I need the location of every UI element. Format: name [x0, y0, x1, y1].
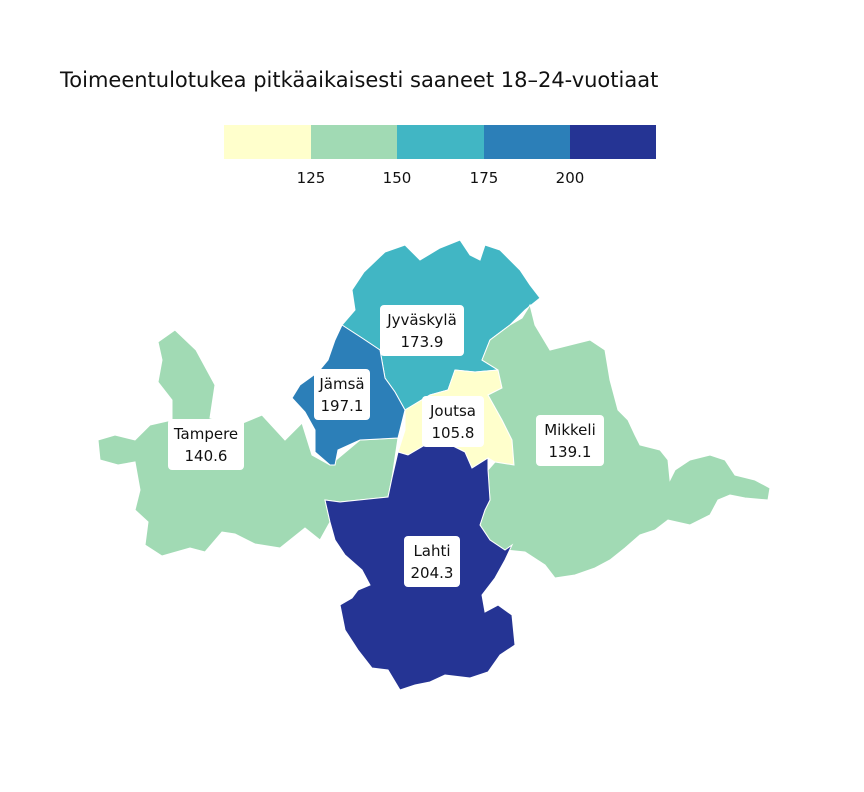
region-value-tampere: 140.6: [185, 447, 228, 465]
label-jyvaskyla: Jyväskylä 173.9: [380, 305, 464, 356]
region-name-jamsa: Jämsä: [318, 375, 364, 393]
region-name-joutsa: Joutsa: [429, 402, 476, 420]
region-labels: Jyväskylä 173.9 Jämsä 197.1 Joutsa 105.8…: [168, 305, 604, 587]
label-box-joutsa: [422, 396, 484, 447]
region-value-mikkeli: 139.1: [549, 443, 592, 461]
region-tampere[interactable]: [97, 329, 399, 557]
label-tampere: Tampere 140.6: [168, 419, 244, 470]
region-value-joutsa: 105.8: [432, 424, 475, 442]
legend-bin-4: [570, 125, 656, 159]
legend-bin-2: [397, 125, 484, 159]
label-jamsa: Jämsä 197.1: [314, 369, 370, 420]
region-name-mikkeli: Mikkeli: [544, 421, 596, 439]
legend-tick-2: 175: [470, 169, 499, 187]
label-box-mikkeli: [536, 415, 604, 466]
label-box-lahti: [404, 536, 460, 587]
region-value-jyvaskyla: 173.9: [401, 333, 444, 351]
legend-bin-1: [311, 125, 397, 159]
legend-tick-1: 150: [383, 169, 412, 187]
label-box-jamsa: [314, 369, 370, 420]
region-name-lahti: Lahti: [413, 542, 450, 560]
label-lahti: Lahti 204.3: [404, 536, 460, 587]
map-title: Toimeentulotukea pitkäaikaisesti saaneet…: [60, 68, 659, 92]
color-legend: 125 150 175 200: [224, 125, 656, 187]
region-name-tampere: Tampere: [173, 425, 238, 443]
label-box-jyvaskyla: [380, 305, 464, 356]
region-name-jyvaskyla: Jyväskylä: [386, 311, 457, 329]
region-value-jamsa: 197.1: [321, 397, 364, 415]
legend-bin-0: [224, 125, 311, 159]
label-mikkeli: Mikkeli 139.1: [536, 415, 604, 466]
legend-tick-0: 125: [297, 169, 326, 187]
legend-tick-3: 200: [556, 169, 585, 187]
region-mikkeli[interactable]: [479, 303, 771, 579]
region-value-lahti: 204.3: [411, 564, 454, 582]
label-joutsa: Joutsa 105.8: [422, 396, 484, 447]
label-box-tampere: [168, 419, 244, 470]
legend-bin-3: [484, 125, 570, 159]
